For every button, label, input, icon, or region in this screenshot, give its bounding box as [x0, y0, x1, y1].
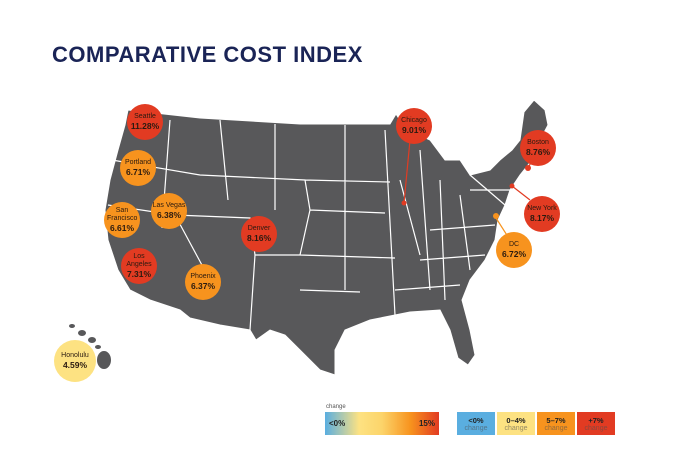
legend-key-0-4: 0–4% change [497, 412, 535, 435]
city-boston[interactable]: Boston 8.76% [520, 130, 556, 166]
city-honolulu[interactable]: Honolulu 4.59% [54, 340, 96, 382]
legend-key-negative: <0% change [457, 412, 495, 435]
legend-key-7-plus: +7% change [577, 412, 615, 435]
city-seattle[interactable]: Seattle 11.28% [127, 104, 163, 140]
legend-gradient: <0% 15% [325, 412, 439, 435]
city-markers [401, 165, 531, 219]
city-chicago[interactable]: Chicago 9.01% [396, 108, 432, 144]
legend-key-5-7: 5–7% change [537, 412, 575, 435]
state-borders [107, 119, 510, 331]
city-denver[interactable]: Denver 8.16% [241, 216, 277, 252]
hawaii [69, 324, 111, 369]
city-las-vegas[interactable]: Las Vegas 6.38% [151, 193, 187, 229]
page-title: COMPARATIVE COST INDEX [52, 42, 363, 67]
city-san-francisco[interactable]: San Francisco 6.61% [104, 202, 140, 238]
city-new-york[interactable]: New York 8.17% [524, 196, 560, 232]
us-mainland [104, 99, 549, 376]
city-phoenix[interactable]: Phoenix 6.37% [185, 264, 221, 300]
city-portland[interactable]: Portland 6.71% [120, 150, 156, 186]
city-los-angeles[interactable]: Los Angeles 7.31% [121, 248, 157, 284]
legend-label: change [326, 404, 346, 410]
city-dc[interactable]: DC 6.72% [496, 232, 532, 268]
